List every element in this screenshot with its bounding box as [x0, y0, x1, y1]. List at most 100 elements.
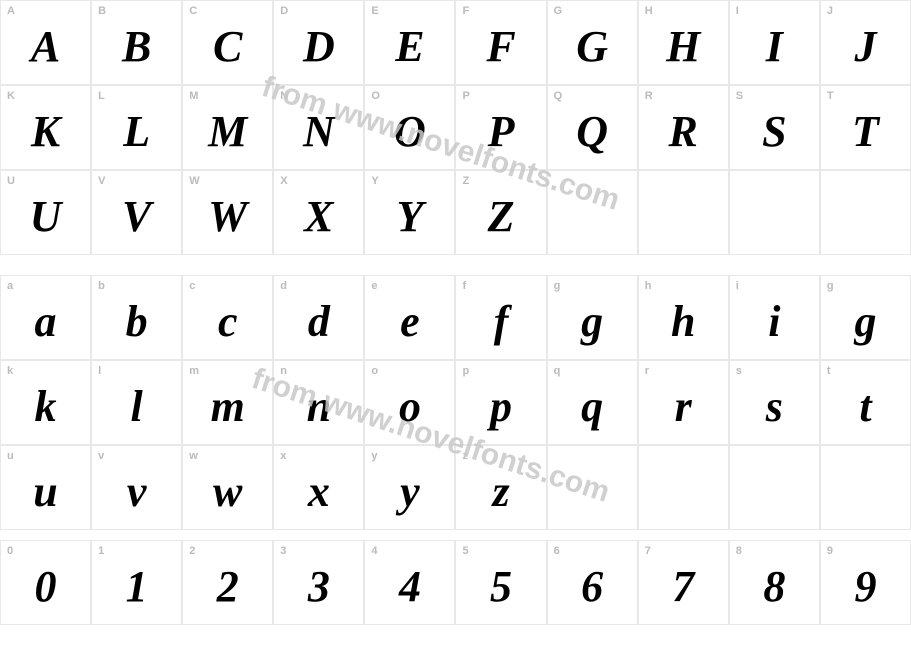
glyph-cell: hh: [638, 275, 729, 360]
cell-glyph: y: [400, 470, 420, 514]
cell-glyph: 1: [126, 565, 148, 609]
cell-key-label: x: [280, 450, 286, 462]
cell-glyph: g: [581, 300, 603, 344]
cell-glyph: 8: [763, 565, 785, 609]
cell-glyph: 6: [581, 565, 603, 609]
glyph-cell: LL: [91, 85, 182, 170]
cell-glyph: Z: [488, 195, 515, 239]
cell-key-label: v: [98, 450, 104, 462]
cell-key-label: l: [98, 365, 101, 377]
cell-key-label: 6: [554, 545, 560, 557]
cell-glyph: q: [581, 385, 603, 429]
glyph-cell: YY: [364, 170, 455, 255]
cell-key-label: Q: [554, 90, 563, 102]
cell-glyph: W: [208, 195, 247, 239]
glyph-cell: kk: [0, 360, 91, 445]
glyph-cell: [547, 170, 638, 255]
glyph-cell: EE: [364, 0, 455, 85]
glyph-cell: WW: [182, 170, 273, 255]
cell-key-label: U: [7, 175, 15, 187]
cell-glyph: p: [490, 385, 512, 429]
cell-glyph: F: [486, 25, 515, 69]
cell-key-label: d: [280, 280, 287, 292]
cell-key-label: W: [189, 175, 199, 187]
glyph-cell: JJ: [820, 0, 911, 85]
cell-glyph: K: [31, 110, 60, 154]
glyph-cell: 88: [729, 540, 820, 625]
cell-glyph: s: [766, 385, 783, 429]
glyph-cell: zz: [455, 445, 546, 530]
cell-key-label: 8: [736, 545, 742, 557]
glyph-section-lower: aabbccddeeffgghhiiggkkllmmnnooppqqrrsstt…: [0, 275, 911, 530]
glyph-cell: AA: [0, 0, 91, 85]
cell-glyph: v: [127, 470, 147, 514]
cell-key-label: 9: [827, 545, 833, 557]
cell-key-label: p: [462, 365, 469, 377]
cell-glyph: B: [122, 25, 151, 69]
cell-glyph: f: [494, 300, 509, 344]
cell-glyph: L: [123, 110, 150, 154]
glyph-cell: ww: [182, 445, 273, 530]
cell-glyph: k: [35, 385, 57, 429]
cell-key-label: F: [462, 5, 469, 17]
glyph-cell: cc: [182, 275, 273, 360]
cell-glyph: T: [852, 110, 879, 154]
font-glyph-chart: AABBCCDDEEFFGGHHIIJJKKLLMMNNOOPPQQRRSSTT…: [0, 0, 911, 625]
cell-glyph: c: [218, 300, 238, 344]
cell-glyph: N: [303, 110, 335, 154]
cell-glyph: V: [122, 195, 151, 239]
glyph-cell: ii: [729, 275, 820, 360]
cell-glyph: x: [308, 470, 330, 514]
glyph-cell: 44: [364, 540, 455, 625]
glyph-cell: [638, 445, 729, 530]
glyph-cell: 66: [547, 540, 638, 625]
glyph-cell: TT: [820, 85, 911, 170]
glyph-cell: mm: [182, 360, 273, 445]
glyph-cell: 33: [273, 540, 364, 625]
glyph-cell: tt: [820, 360, 911, 445]
glyph-cell: ZZ: [455, 170, 546, 255]
cell-glyph: 9: [854, 565, 876, 609]
cell-key-label: f: [462, 280, 466, 292]
glyph-cell: NN: [273, 85, 364, 170]
glyph-cell: GG: [547, 0, 638, 85]
cell-key-label: g: [827, 280, 834, 292]
cell-key-label: J: [827, 5, 833, 17]
glyph-cell: nn: [273, 360, 364, 445]
cell-key-label: M: [189, 90, 198, 102]
glyph-cell: ff: [455, 275, 546, 360]
glyph-cell: 55: [455, 540, 546, 625]
cell-key-label: L: [98, 90, 105, 102]
cell-glyph: E: [395, 25, 424, 69]
glyph-cell: [547, 445, 638, 530]
cell-key-label: y: [371, 450, 377, 462]
cell-glyph: n: [307, 385, 331, 429]
glyph-cell: XX: [273, 170, 364, 255]
cell-glyph: H: [666, 25, 700, 69]
glyph-cell: dd: [273, 275, 364, 360]
cell-glyph: 0: [35, 565, 57, 609]
glyph-cell: aa: [0, 275, 91, 360]
cell-glyph: C: [213, 25, 242, 69]
glyph-cell: FF: [455, 0, 546, 85]
cell-key-label: r: [645, 365, 649, 377]
cell-glyph: R: [669, 110, 698, 154]
glyph-cell: PP: [455, 85, 546, 170]
cell-key-label: V: [98, 175, 105, 187]
cell-key-label: n: [280, 365, 287, 377]
glyph-cell: HH: [638, 0, 729, 85]
glyph-cell: [820, 170, 911, 255]
cell-key-label: u: [7, 450, 14, 462]
cell-key-label: Y: [371, 175, 378, 187]
cell-key-label: g: [554, 280, 561, 292]
cell-key-label: I: [736, 5, 739, 17]
cell-glyph: d: [308, 300, 330, 344]
cell-key-label: T: [827, 90, 834, 102]
cell-glyph: J: [854, 25, 876, 69]
glyph-cell: BB: [91, 0, 182, 85]
cell-glyph: S: [762, 110, 786, 154]
cell-glyph: M: [208, 110, 247, 154]
glyph-cell: CC: [182, 0, 273, 85]
cell-glyph: w: [213, 470, 242, 514]
glyph-cell: [638, 170, 729, 255]
